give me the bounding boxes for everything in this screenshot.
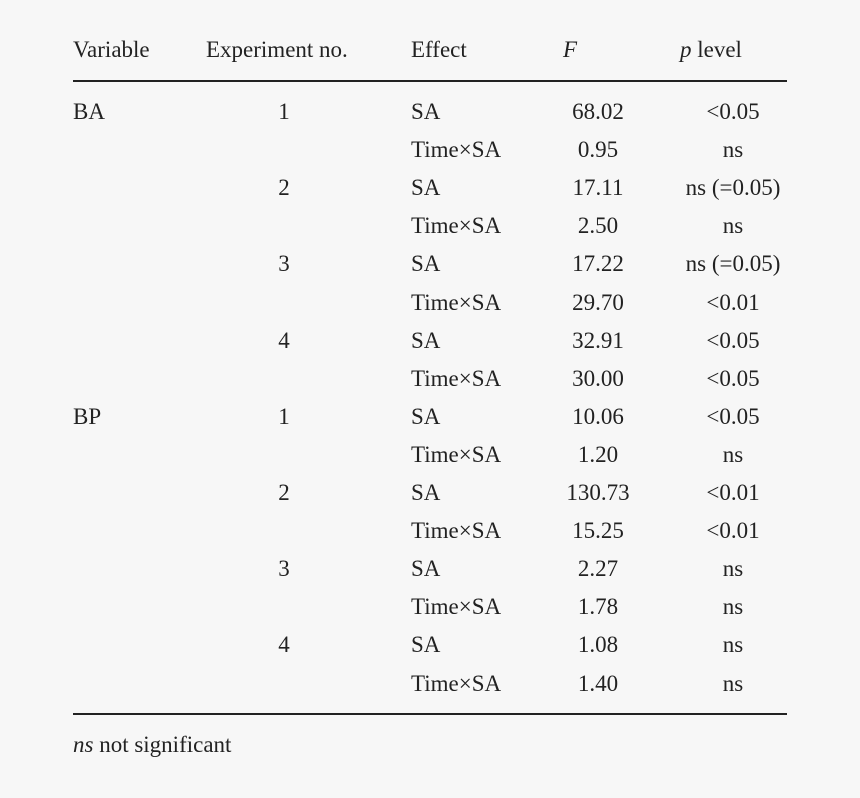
cell-p-level: <0.05: [706, 328, 760, 353]
cell-effect: SA: [411, 328, 441, 353]
cell-experiment: 1: [278, 404, 290, 429]
header-f: F: [563, 37, 578, 62]
cell-effect: Time×SA: [411, 137, 502, 162]
cell-f: 29.70: [572, 290, 624, 315]
cell-f: 30.00: [572, 366, 624, 391]
cell-p-level: ns: [722, 594, 744, 619]
cell-effect: Time×SA: [411, 518, 502, 543]
cell-f: 0.95: [577, 137, 619, 162]
cell-variable: BP: [73, 404, 102, 429]
cell-p-level: ns: [722, 442, 744, 467]
cell-experiment: 2: [278, 480, 290, 505]
cell-effect: SA: [411, 480, 441, 505]
cell-p-level: ns: [722, 137, 744, 162]
cell-effect: SA: [411, 99, 441, 124]
top-rule: [73, 80, 787, 82]
cell-f: 1.20: [577, 442, 619, 467]
cell-effect: SA: [411, 632, 441, 657]
cell-p-level: <0.05: [706, 366, 760, 391]
cell-f: 15.25: [572, 518, 624, 543]
cell-effect: Time×SA: [411, 366, 502, 391]
cell-f: 2.50: [577, 213, 619, 238]
header-effect: Effect: [411, 37, 467, 62]
cell-f: 10.06: [572, 404, 624, 429]
cell-experiment: 4: [278, 328, 290, 353]
cell-f: 1.40: [577, 671, 619, 696]
cell-p-level: ns (=0.05): [685, 175, 781, 200]
cell-experiment: 3: [278, 556, 290, 581]
cell-effect: SA: [411, 404, 441, 429]
cell-f: 68.02: [572, 99, 624, 124]
header-experiment: Experiment no.: [206, 37, 348, 62]
footnote: ns not significant: [73, 731, 231, 759]
cell-effect: Time×SA: [411, 442, 502, 467]
cell-f: 2.27: [577, 556, 619, 581]
header-variable: Variable: [73, 37, 150, 62]
cell-p-level: ns: [722, 671, 744, 696]
header-p-word: level: [697, 37, 742, 62]
bottom-rule: [73, 713, 787, 715]
cell-effect: Time×SA: [411, 213, 502, 238]
cell-f: 17.22: [572, 251, 624, 276]
cell-experiment: 1: [278, 99, 290, 124]
cell-effect: SA: [411, 556, 441, 581]
header-p-level: p level: [680, 36, 742, 64]
cell-f: 32.91: [572, 328, 624, 353]
cell-p-level: <0.01: [706, 480, 760, 505]
cell-effect: Time×SA: [411, 594, 502, 619]
footnote-text: not significant: [99, 732, 232, 757]
cell-p-level: <0.01: [706, 290, 760, 315]
cell-p-level: ns: [722, 213, 744, 238]
cell-experiment: 4: [278, 632, 290, 657]
header-p-symbol: p: [680, 37, 692, 62]
cell-p-level: <0.05: [706, 404, 760, 429]
cell-effect: SA: [411, 175, 441, 200]
cell-p-level: ns (=0.05): [685, 251, 781, 276]
cell-experiment: 2: [278, 175, 290, 200]
cell-variable: BA: [73, 99, 105, 124]
cell-p-level: ns: [722, 632, 744, 657]
footnote-abbr: ns: [73, 732, 94, 757]
cell-f: 1.78: [577, 594, 619, 619]
cell-f: 130.73: [566, 480, 630, 505]
cell-p-level: <0.01: [706, 518, 760, 543]
cell-f: 17.11: [572, 175, 624, 200]
cell-effect: SA: [411, 251, 441, 276]
cell-experiment: 3: [278, 251, 290, 276]
cell-p-level: ns: [722, 556, 744, 581]
cell-effect: Time×SA: [411, 671, 502, 696]
cell-effect: Time×SA: [411, 290, 502, 315]
cell-f: 1.08: [577, 632, 619, 657]
cell-p-level: <0.05: [706, 99, 760, 124]
